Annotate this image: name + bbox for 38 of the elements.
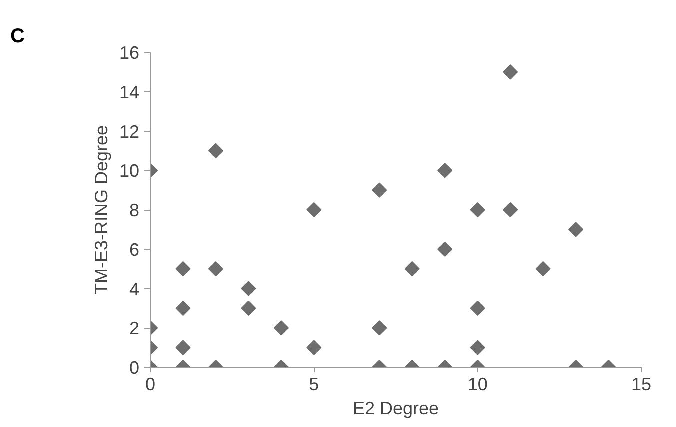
point (568, 222, 584, 238)
point (372, 320, 388, 336)
point (176, 261, 191, 277)
point (176, 300, 191, 316)
x-tick-label: 5 (309, 374, 320, 394)
point (208, 261, 224, 277)
x-tick-label: 10 (468, 374, 488, 394)
y-axis-title: TM-E3-RING Degree (91, 125, 112, 295)
point (404, 261, 420, 277)
y-tick-label: 16 (119, 43, 140, 63)
point (306, 202, 322, 218)
point (241, 281, 256, 296)
point (241, 300, 256, 316)
y-tick-label: 0 (129, 358, 140, 378)
y-tick-label: 8 (129, 200, 140, 220)
point (470, 340, 486, 356)
point (470, 202, 486, 218)
text: C (10, 26, 25, 48)
x-axis-title: E2 Degree (352, 398, 440, 418)
point (502, 202, 518, 218)
y-tick-label: 14 (119, 82, 140, 102)
y-tick-label: 10 (119, 161, 140, 182)
y-tick-label: 2 (129, 318, 140, 339)
point (536, 261, 551, 277)
y-tick-label: 6 (129, 240, 140, 260)
point (438, 242, 453, 257)
y-tick-label: 12 (119, 122, 140, 142)
point (372, 182, 388, 198)
x-tick-label: 0 (145, 374, 156, 394)
point (274, 320, 290, 336)
point (470, 300, 486, 316)
point (208, 143, 224, 159)
point (176, 340, 191, 356)
y-tick-label: 4 (129, 279, 140, 300)
x-tick-label: 15 (631, 374, 652, 394)
point (502, 64, 518, 80)
point (306, 340, 322, 356)
point (438, 163, 453, 178)
